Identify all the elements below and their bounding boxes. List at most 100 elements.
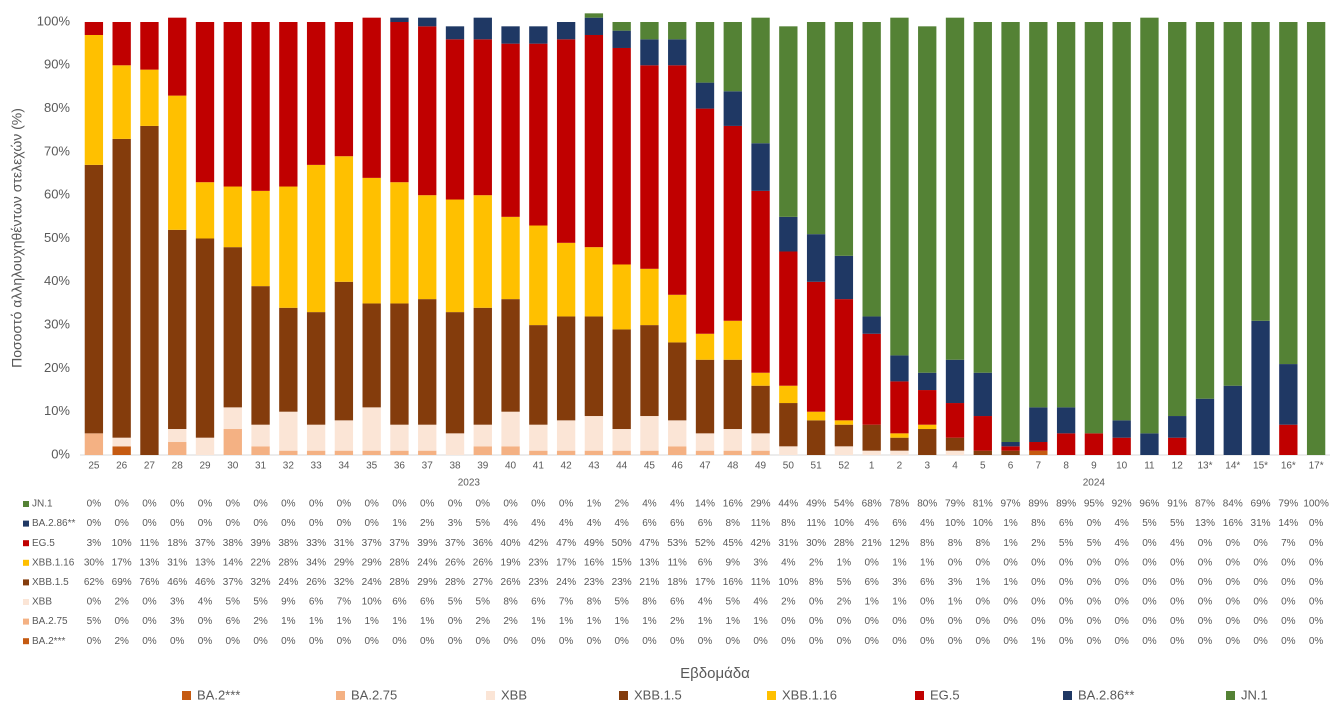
table-cell: 0% bbox=[87, 636, 102, 647]
table-cell: 49% bbox=[806, 499, 826, 510]
table-cell: 0% bbox=[837, 636, 852, 647]
bar-segment bbox=[1279, 22, 1298, 365]
table-cell: 8% bbox=[587, 597, 602, 608]
x-tick-label: 43 bbox=[588, 461, 600, 472]
table-cell: 0% bbox=[1309, 597, 1324, 608]
bar-segment bbox=[1112, 22, 1131, 421]
bar-segment bbox=[1001, 442, 1020, 447]
table-cell: 11% bbox=[751, 577, 770, 588]
bar-segment bbox=[473, 307, 492, 425]
table-cell: 84% bbox=[1223, 499, 1243, 510]
x-tick-label: 9 bbox=[1091, 461, 1097, 472]
table-cell: 13% bbox=[195, 557, 215, 568]
table-cell: 6% bbox=[920, 577, 935, 588]
bar-segment bbox=[973, 450, 992, 455]
x-tick-label: 31 bbox=[255, 461, 267, 472]
table-cell: 95% bbox=[1084, 499, 1104, 510]
bar-segment bbox=[779, 385, 798, 404]
bar-segment bbox=[529, 325, 548, 425]
bar-segment bbox=[1001, 450, 1020, 455]
bar-segment bbox=[279, 411, 298, 451]
y-tick-label: 70% bbox=[44, 143, 70, 158]
table-cell: 26% bbox=[473, 557, 493, 568]
bar-segment bbox=[1029, 450, 1048, 455]
table-cell: 26% bbox=[501, 577, 521, 588]
table-cell: 37% bbox=[445, 538, 465, 549]
table-cell: 46% bbox=[167, 577, 187, 588]
table-cell: 69% bbox=[112, 577, 132, 588]
bar-segment bbox=[1112, 437, 1131, 455]
table-cell: 0% bbox=[892, 616, 907, 627]
y-tick-label: 0% bbox=[51, 446, 70, 461]
bar-segment bbox=[279, 450, 298, 455]
table-cell: 14% bbox=[695, 499, 715, 510]
table-cell: 5% bbox=[476, 597, 491, 608]
table-cell: 5% bbox=[837, 577, 852, 588]
table-cell: 1% bbox=[864, 597, 879, 608]
bar-segment bbox=[1029, 22, 1048, 408]
table-cell: 0% bbox=[920, 597, 935, 608]
bar-segment bbox=[668, 420, 687, 447]
bar-segment bbox=[695, 108, 715, 334]
table-cell: 40% bbox=[501, 538, 521, 549]
table-cell: 8% bbox=[503, 597, 518, 608]
table-cell: 6% bbox=[670, 518, 685, 529]
table-cell: 0% bbox=[309, 636, 324, 647]
table-cell: 5% bbox=[1087, 538, 1102, 549]
table-cell: 6% bbox=[226, 616, 241, 627]
table-cell: 0% bbox=[781, 636, 796, 647]
bar-segment bbox=[806, 411, 826, 421]
bar-segment bbox=[779, 403, 798, 447]
table-cell: 23% bbox=[528, 557, 548, 568]
y-tick-label: 20% bbox=[44, 360, 70, 375]
table-cell: 53% bbox=[667, 538, 687, 549]
x-tick-label: 47 bbox=[699, 461, 711, 472]
table-cell: 0% bbox=[87, 499, 102, 510]
bar-segment bbox=[418, 26, 437, 196]
table-cell: 0% bbox=[1087, 597, 1102, 608]
x-tick-label: 11 bbox=[1144, 461, 1155, 472]
table-cell: 15% bbox=[612, 557, 632, 568]
bar-segment bbox=[751, 385, 770, 434]
bar-segment bbox=[1251, 22, 1270, 321]
bar-segment bbox=[751, 190, 770, 373]
table-cell: 5% bbox=[87, 616, 102, 627]
bar-segment bbox=[84, 22, 104, 35]
bar-segment bbox=[390, 182, 409, 304]
table-cell: 0% bbox=[1003, 597, 1018, 608]
table-cell: 8% bbox=[976, 538, 991, 549]
table-cell: 1% bbox=[976, 577, 991, 588]
table-cell: 0% bbox=[448, 616, 463, 627]
bar-segment bbox=[612, 329, 631, 430]
bar-segment bbox=[362, 303, 381, 408]
bar-segment bbox=[723, 320, 742, 360]
bar-segment bbox=[84, 433, 104, 455]
table-cell: 0% bbox=[531, 499, 546, 510]
bar-segment bbox=[473, 17, 492, 40]
table-cell: 37% bbox=[389, 538, 409, 549]
x-tick-label: 46 bbox=[672, 461, 684, 472]
table-cell: 7% bbox=[1281, 538, 1296, 549]
legend-label: BA.2*** bbox=[197, 687, 240, 702]
table-cell: 0% bbox=[87, 518, 102, 529]
table-cell: 0% bbox=[1253, 538, 1268, 549]
y-tick-label: 10% bbox=[44, 403, 70, 418]
x-tick-label: 38 bbox=[449, 461, 461, 472]
bar-segment bbox=[279, 186, 298, 308]
table-cell: 1% bbox=[1031, 636, 1046, 647]
table-cell: 0% bbox=[1031, 616, 1046, 627]
bar-segment bbox=[1140, 17, 1159, 434]
bar-segment bbox=[612, 264, 631, 330]
table-cell: 0% bbox=[1226, 577, 1241, 588]
bar-segment bbox=[390, 450, 409, 455]
bar-segment bbox=[390, 303, 409, 425]
y-axis-title: Ποσοστό αλληλουχηθέντων στελεχών (%) bbox=[9, 108, 25, 368]
bar-segment bbox=[945, 437, 965, 451]
bar-segment bbox=[279, 22, 298, 187]
x-tick-label: 45 bbox=[644, 461, 656, 472]
bar-segment bbox=[1084, 22, 1104, 434]
bar-segment bbox=[1001, 22, 1020, 443]
table-cell: 32% bbox=[251, 577, 271, 588]
table-cell: 0% bbox=[559, 636, 574, 647]
